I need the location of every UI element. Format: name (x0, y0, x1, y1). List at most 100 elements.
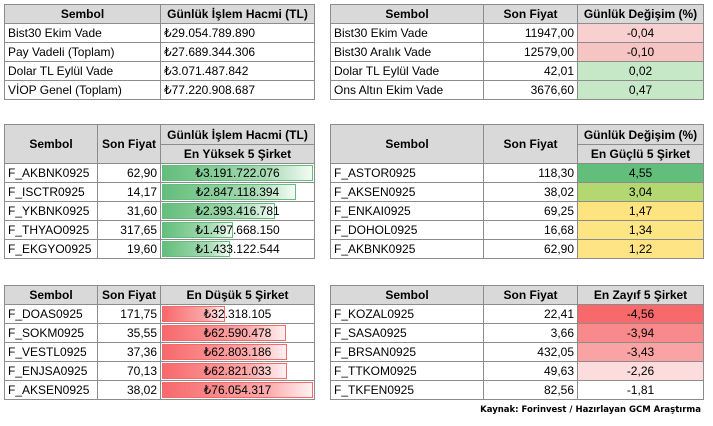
cell-price: 31,60 (97, 201, 161, 221)
cell-symbol: F_TKFEN0925 (330, 380, 484, 400)
volume-databar (162, 363, 288, 379)
cell-symbol: F_AKSEN0925 (330, 182, 484, 202)
cell-price: 118,30 (483, 163, 578, 183)
cell-price: 69,25 (483, 201, 578, 221)
cell-price: 62,90 (97, 163, 161, 183)
cell-price: 38,02 (97, 380, 161, 400)
col-header-price: Son Fiyat (483, 4, 578, 24)
cell-price: 22,41 (483, 304, 578, 324)
table-row: Pay Vadeli (Toplam) ₺27.689.344.306 (4, 42, 315, 62)
cell-symbol: F_KOZAL0925 (330, 304, 484, 324)
col-header-change: Günlük Değişim (%) (577, 4, 704, 24)
table-row: F_TTKOM0925 49,63 -2,26 (330, 361, 704, 381)
cell-price: 171,75 (97, 304, 161, 324)
cell-symbol: F_DOAS0925 (4, 304, 98, 324)
cell-volume: ₺2.847.118.394 (195, 185, 280, 199)
cell-volume-bar: ₺62.821.033 (160, 361, 315, 381)
table-row: F_AKBNK0925 62,90 ₺3.191.722.076 (4, 163, 315, 183)
table-row: F_ENKAI0925 69,25 1,47 (330, 201, 704, 221)
table-viop-change: Sembol Son Fiyat Günlük Değişim (%) Bist… (330, 4, 704, 100)
cell-symbol: F_ISCTR0925 (4, 182, 98, 202)
cell-volume-bar: ₺1.433.122.544 (160, 239, 315, 259)
header-row: Sembol Günlük İşlem Hacmi (TL) (4, 4, 315, 24)
col-header-volume: Günlük İşlem Hacmi (TL) (160, 4, 315, 24)
cell-symbol: F_SOKM0925 (4, 323, 98, 343)
cell-volume: ₺77.220.908.687 (160, 80, 315, 100)
table-row: VİOP Genel (Toplam) ₺77.220.908.687 (4, 80, 315, 100)
volume-databar (162, 222, 233, 238)
cell-symbol: F_AKSEN0925 (4, 380, 98, 400)
cell-price: 82,56 (483, 380, 578, 400)
col-header-symbol: Sembol (330, 285, 484, 305)
cell-symbol: F_EKGYO0925 (4, 239, 98, 259)
cell-symbol: Pay Vadeli (Toplam) (4, 42, 161, 62)
volume-databar (162, 203, 276, 219)
table-row: F_AKSEN0925 38,02 ₺76.054.317 (4, 380, 315, 400)
table-row: Dolar TL Eylül Vade ₺3.071.487.842 (4, 61, 315, 81)
col-header-symbol: Sembol (4, 285, 98, 305)
cell-price: 49,63 (483, 361, 578, 381)
cell-symbol: F_ENJSA0925 (4, 361, 98, 381)
cell-symbol: F_ENKAI0925 (330, 201, 484, 221)
cell-price: 37,36 (97, 342, 161, 362)
cell-price: 317,65 (97, 220, 161, 240)
header-row: Sembol Son Fiyat Günlük İşlem Hacmi (TL) (4, 124, 315, 164)
table-row: Bist30 Ekim Vade 11947,00 -0,04 (330, 23, 704, 43)
source-note: Kaynak: Forinvest / Hazırlayan GCM Araşt… (480, 405, 701, 415)
table-row: F_DOHOL0925 16,68 1,34 (330, 220, 704, 240)
cell-volume: ₺3.071.487.842 (160, 61, 315, 81)
col-subheader-top5: En Yüksek 5 Şirket (160, 144, 315, 164)
subheader-row: En Yüksek 5 Şirket (5, 144, 315, 164)
cell-volume: ₺29.054.789.890 (160, 23, 315, 43)
table-weakest: Sembol Son Fiyat En Zayıf 5 Şirket F_KOZ… (330, 285, 704, 400)
cell-volume: ₺1.497.668.150 (195, 223, 280, 237)
table-top-volume: Sembol Son Fiyat Günlük İşlem Hacmi (TL)… (4, 124, 315, 259)
table-row: F_EKGYO0925 19,60 ₺1.433.122.544 (4, 239, 315, 259)
col-header-symbol: Sembol (330, 4, 484, 24)
cell-symbol: Dolar TL Eylül Vade (330, 61, 484, 81)
col-header-symbol: Sembol (4, 124, 98, 164)
cell-symbol: Bist30 Aralık Vade (330, 42, 484, 62)
header-row: Sembol Son Fiyat Günlük Değişim (%) (330, 4, 704, 24)
table-viop-volume: Sembol Günlük İşlem Hacmi (TL) Bist30 Ek… (4, 4, 315, 100)
col-subheader-strongest: En Güçlü 5 Şirket (577, 144, 704, 164)
table-row: F_YKBNK0925 31,60 ₺2.393.416.781 (4, 201, 315, 221)
col-header-price: Son Fiyat (97, 285, 161, 305)
col-header-symbol: Sembol (4, 4, 161, 24)
cell-symbol: Bist30 Ekim Vade (4, 23, 161, 43)
table-row: Bist30 Aralık Vade 12579,00 -0,10 (330, 42, 704, 62)
cell-symbol: F_TTKOM0925 (330, 361, 484, 381)
col-header-lowest5: En Düşük 5 Şirket (160, 285, 315, 305)
cell-price: 35,55 (97, 323, 161, 343)
cell-symbol: F_ASTOR0925 (330, 163, 484, 183)
cell-volume: ₺32.318.105 (203, 307, 272, 321)
cell-symbol: F_DOHOL0925 (330, 220, 484, 240)
cell-symbol: F_AKBNK0925 (4, 163, 98, 183)
cell-price: 14,17 (97, 182, 161, 202)
cell-volume-bar: ₺2.847.118.394 (160, 182, 315, 202)
table-row: F_ASTOR0925 118,30 4,55 (330, 163, 704, 183)
cell-symbol: VİOP Genel (Toplam) (4, 80, 161, 100)
cell-symbol: F_YKBNK0925 (4, 201, 98, 221)
cell-volume-bar: ₺3.191.722.076 (160, 163, 315, 183)
cell-change: -0,10 (577, 42, 704, 62)
cell-symbol: F_SASA0925 (330, 323, 484, 343)
cell-price: 432,05 (483, 342, 578, 362)
cell-volume: ₺2.393.416.781 (195, 204, 280, 218)
table-row: F_ISCTR0925 14,17 ₺2.847.118.394 (4, 182, 315, 202)
cell-change: -3,43 (577, 342, 704, 362)
col-header-volume: Günlük İşlem Hacmi (TL) (160, 124, 315, 145)
table-row: F_BRSAN0925 432,05 -3,43 (330, 342, 704, 362)
cell-change: -2,26 (577, 361, 704, 381)
table-row: F_DOAS0925 171,75 ₺32.318.105 (4, 304, 315, 324)
cell-change: 1,47 (577, 201, 704, 221)
table-row: F_TKFEN0925 82,56 -1,81 (330, 380, 704, 400)
cell-volume: ₺62.821.033 (203, 364, 272, 378)
cell-price: 70,13 (97, 361, 161, 381)
cell-volume-bar: ₺2.393.416.781 (160, 201, 315, 221)
table-row: Bist30 Ekim Vade ₺29.054.789.890 (4, 23, 315, 43)
volume-databar (162, 382, 313, 398)
cell-change: 3,04 (577, 182, 704, 202)
table-row: Dolar TL Eylül Vade 42,01 0,02 (330, 61, 704, 81)
col-header-price: Son Fiyat (483, 124, 578, 164)
